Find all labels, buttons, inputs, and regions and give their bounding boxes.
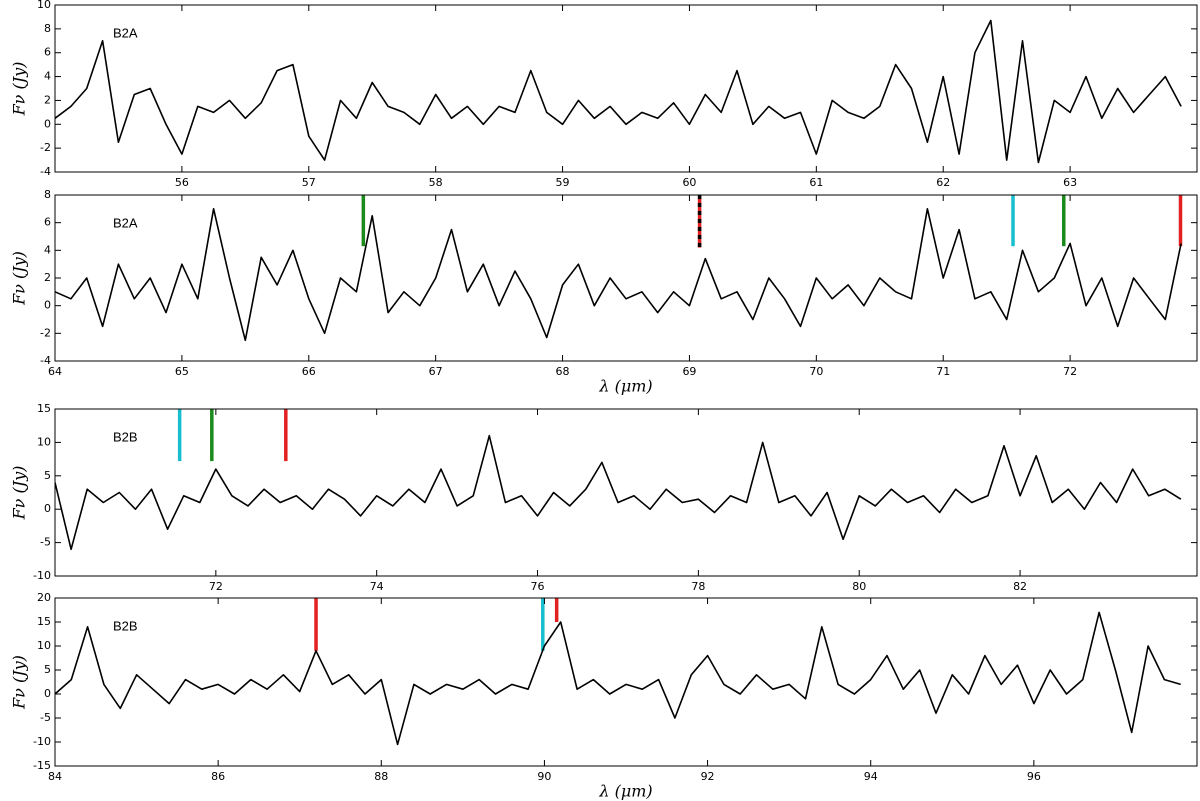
panel-label: B2A [113, 25, 138, 40]
y-tick-label: 5 [44, 469, 51, 482]
x-tick-label: 57 [302, 176, 316, 189]
spectrum-line [55, 611, 1181, 746]
axes-frame [54, 408, 1198, 577]
y-tick-label: 15 [37, 402, 51, 415]
x-tick-label: 56 [175, 176, 189, 189]
panel-label: B2A [113, 215, 138, 230]
x-tick-label: 67 [429, 365, 443, 378]
y-tick-label: -5 [40, 711, 51, 724]
x-tick-label: 70 [809, 365, 823, 378]
x-tick-label: 78 [691, 580, 705, 593]
y-tick-label: 0 [44, 502, 51, 515]
y-tick-label: 5 [44, 663, 51, 676]
x-tick-label: 62 [936, 176, 950, 189]
y-tick-label: 8 [44, 22, 51, 35]
x-tick-label: 82 [1013, 580, 1027, 593]
x-tick-label: 59 [556, 176, 570, 189]
y-tick-label: -2 [40, 141, 51, 154]
y-tick-label: 0 [44, 687, 51, 700]
axes-frame [54, 4, 1198, 173]
y-tick-label: 2 [44, 271, 51, 284]
y-axis-label: Fν (Jy) [10, 251, 29, 306]
y-tick-label: -4 [40, 165, 51, 178]
y-tick-label: 4 [44, 243, 51, 256]
y-tick-label: 20 [37, 591, 51, 604]
x-tick-label: 72 [209, 580, 223, 593]
y-tick-label: -2 [40, 326, 51, 339]
y-tick-label: 0 [44, 299, 51, 312]
spectrum-line [55, 434, 1182, 551]
x-tick-label: 76 [531, 580, 545, 593]
axes-frame [54, 194, 1198, 362]
axes-frame [54, 597, 1198, 767]
y-tick-label: 10 [37, 639, 51, 652]
y-tick-label: 6 [44, 46, 51, 59]
x-tick-label: 60 [682, 176, 696, 189]
y-axis-label: Fν (Jy) [10, 655, 29, 710]
y-tick-label: 2 [44, 93, 51, 106]
x-tick-label: 63 [1063, 176, 1077, 189]
y-tick-label: -15 [33, 759, 51, 772]
y-tick-label: 4 [44, 70, 51, 83]
x-tick-label: 86 [211, 770, 225, 783]
x-tick-label: 72 [1063, 365, 1077, 378]
x-tick-label: 74 [370, 580, 384, 593]
y-tick-label: 15 [37, 615, 51, 628]
x-tick-label: 96 [1027, 770, 1041, 783]
x-tick-label: 92 [701, 770, 715, 783]
y-tick-label: -5 [40, 536, 51, 549]
y-tick-label: -10 [33, 735, 51, 748]
x-tick-label: 69 [682, 365, 696, 378]
x-tick-label: 58 [429, 176, 443, 189]
y-tick-label: 8 [44, 188, 51, 201]
y-axis-label: Fν (Jy) [10, 62, 29, 117]
x-tick-label: 94 [864, 770, 878, 783]
y-axis-label: Fν (Jy) [10, 466, 29, 521]
y-tick-label: -4 [40, 354, 51, 367]
y-tick-label: 10 [37, 435, 51, 448]
x-axis-label: λ (μm) [598, 377, 652, 396]
x-tick-label: 84 [48, 770, 62, 783]
x-axis-label: λ (μm) [598, 782, 652, 801]
spectrum-line [55, 19, 1182, 164]
panel-label: B2B [113, 429, 138, 444]
spectrum-line [55, 208, 1182, 342]
y-tick-label: 6 [44, 216, 51, 229]
y-tick-label: -10 [33, 569, 51, 582]
x-tick-label: 65 [175, 365, 189, 378]
x-tick-label: 66 [302, 365, 316, 378]
x-tick-label: 68 [556, 365, 570, 378]
y-tick-label: 0 [44, 117, 51, 130]
x-tick-label: 90 [537, 770, 551, 783]
x-tick-label: 61 [809, 176, 823, 189]
x-tick-label: 88 [374, 770, 388, 783]
x-tick-label: 80 [852, 580, 866, 593]
panel-label: B2B [113, 618, 138, 633]
y-tick-label: 10 [37, 0, 51, 11]
x-tick-label: 71 [936, 365, 950, 378]
x-tick-label: 64 [48, 365, 62, 378]
